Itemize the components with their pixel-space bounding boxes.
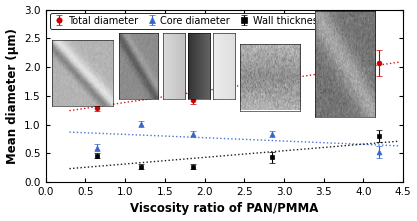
Legend: Total diameter, Core diameter, Wall thickness: Total diameter, Core diameter, Wall thic… bbox=[50, 13, 326, 29]
Y-axis label: Mean diameter (μm): Mean diameter (μm) bbox=[5, 28, 18, 164]
X-axis label: Viscosity ratio of PAN/PMMA: Viscosity ratio of PAN/PMMA bbox=[130, 202, 319, 215]
